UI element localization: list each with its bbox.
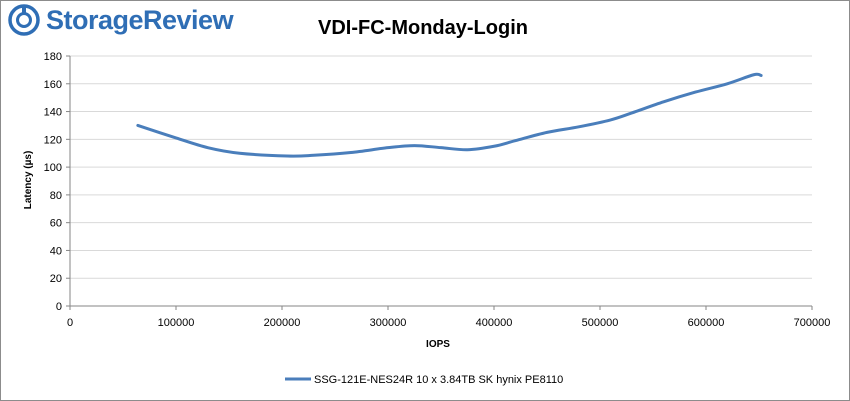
x-tick-labels: 0 100000 200000 300000 400000 500000 600000 700… xyxy=(67,317,830,329)
x-tick-label: 700000 xyxy=(794,317,831,329)
y-tick-label: 80 xyxy=(50,190,62,202)
legend: SSG-121E-NES24R 10 x 3.84TB SK hynix PE8… xyxy=(285,374,563,386)
x-tick-label: 300000 xyxy=(370,317,407,329)
x-tick-label: 100000 xyxy=(158,317,195,329)
brand-logo: StorageReview xyxy=(8,4,234,36)
gridlines xyxy=(66,55,813,310)
series-line-0 xyxy=(136,72,763,158)
x-tick-label: 600000 xyxy=(688,317,725,329)
series-group xyxy=(136,72,763,158)
y-tick-label: 140 xyxy=(44,107,62,119)
y-tick-label: 20 xyxy=(50,273,62,285)
y-tick-label: 180 xyxy=(44,51,62,63)
y-tick-labels: 0 20 40 60 80 100 120 140 160 180 xyxy=(44,51,62,313)
x-tick-label: 200000 xyxy=(264,317,301,329)
x-tick-label: 400000 xyxy=(476,317,513,329)
x-tick-label: 500000 xyxy=(582,317,619,329)
x-axis-title: IOPS xyxy=(426,339,450,350)
y-tick-label: 100 xyxy=(44,162,62,174)
storagereview-logo-icon xyxy=(8,4,40,36)
y-tick-label: 160 xyxy=(44,79,62,91)
y-tick-label: 0 xyxy=(56,301,62,313)
axes xyxy=(69,56,812,307)
y-tick-label: 120 xyxy=(44,134,62,146)
x-tick-label: 0 xyxy=(67,317,73,329)
y-axis-title: Latency (µs) xyxy=(23,151,34,210)
legend-label: SSG-121E-NES24R 10 x 3.84TB SK hynix PE8… xyxy=(314,374,563,386)
brand-name: StorageReview xyxy=(46,4,234,35)
y-tick-label: 40 xyxy=(50,245,62,257)
y-tick-label: 60 xyxy=(50,218,62,230)
chart-title: VDI-FC-Monday-Login xyxy=(318,17,528,39)
